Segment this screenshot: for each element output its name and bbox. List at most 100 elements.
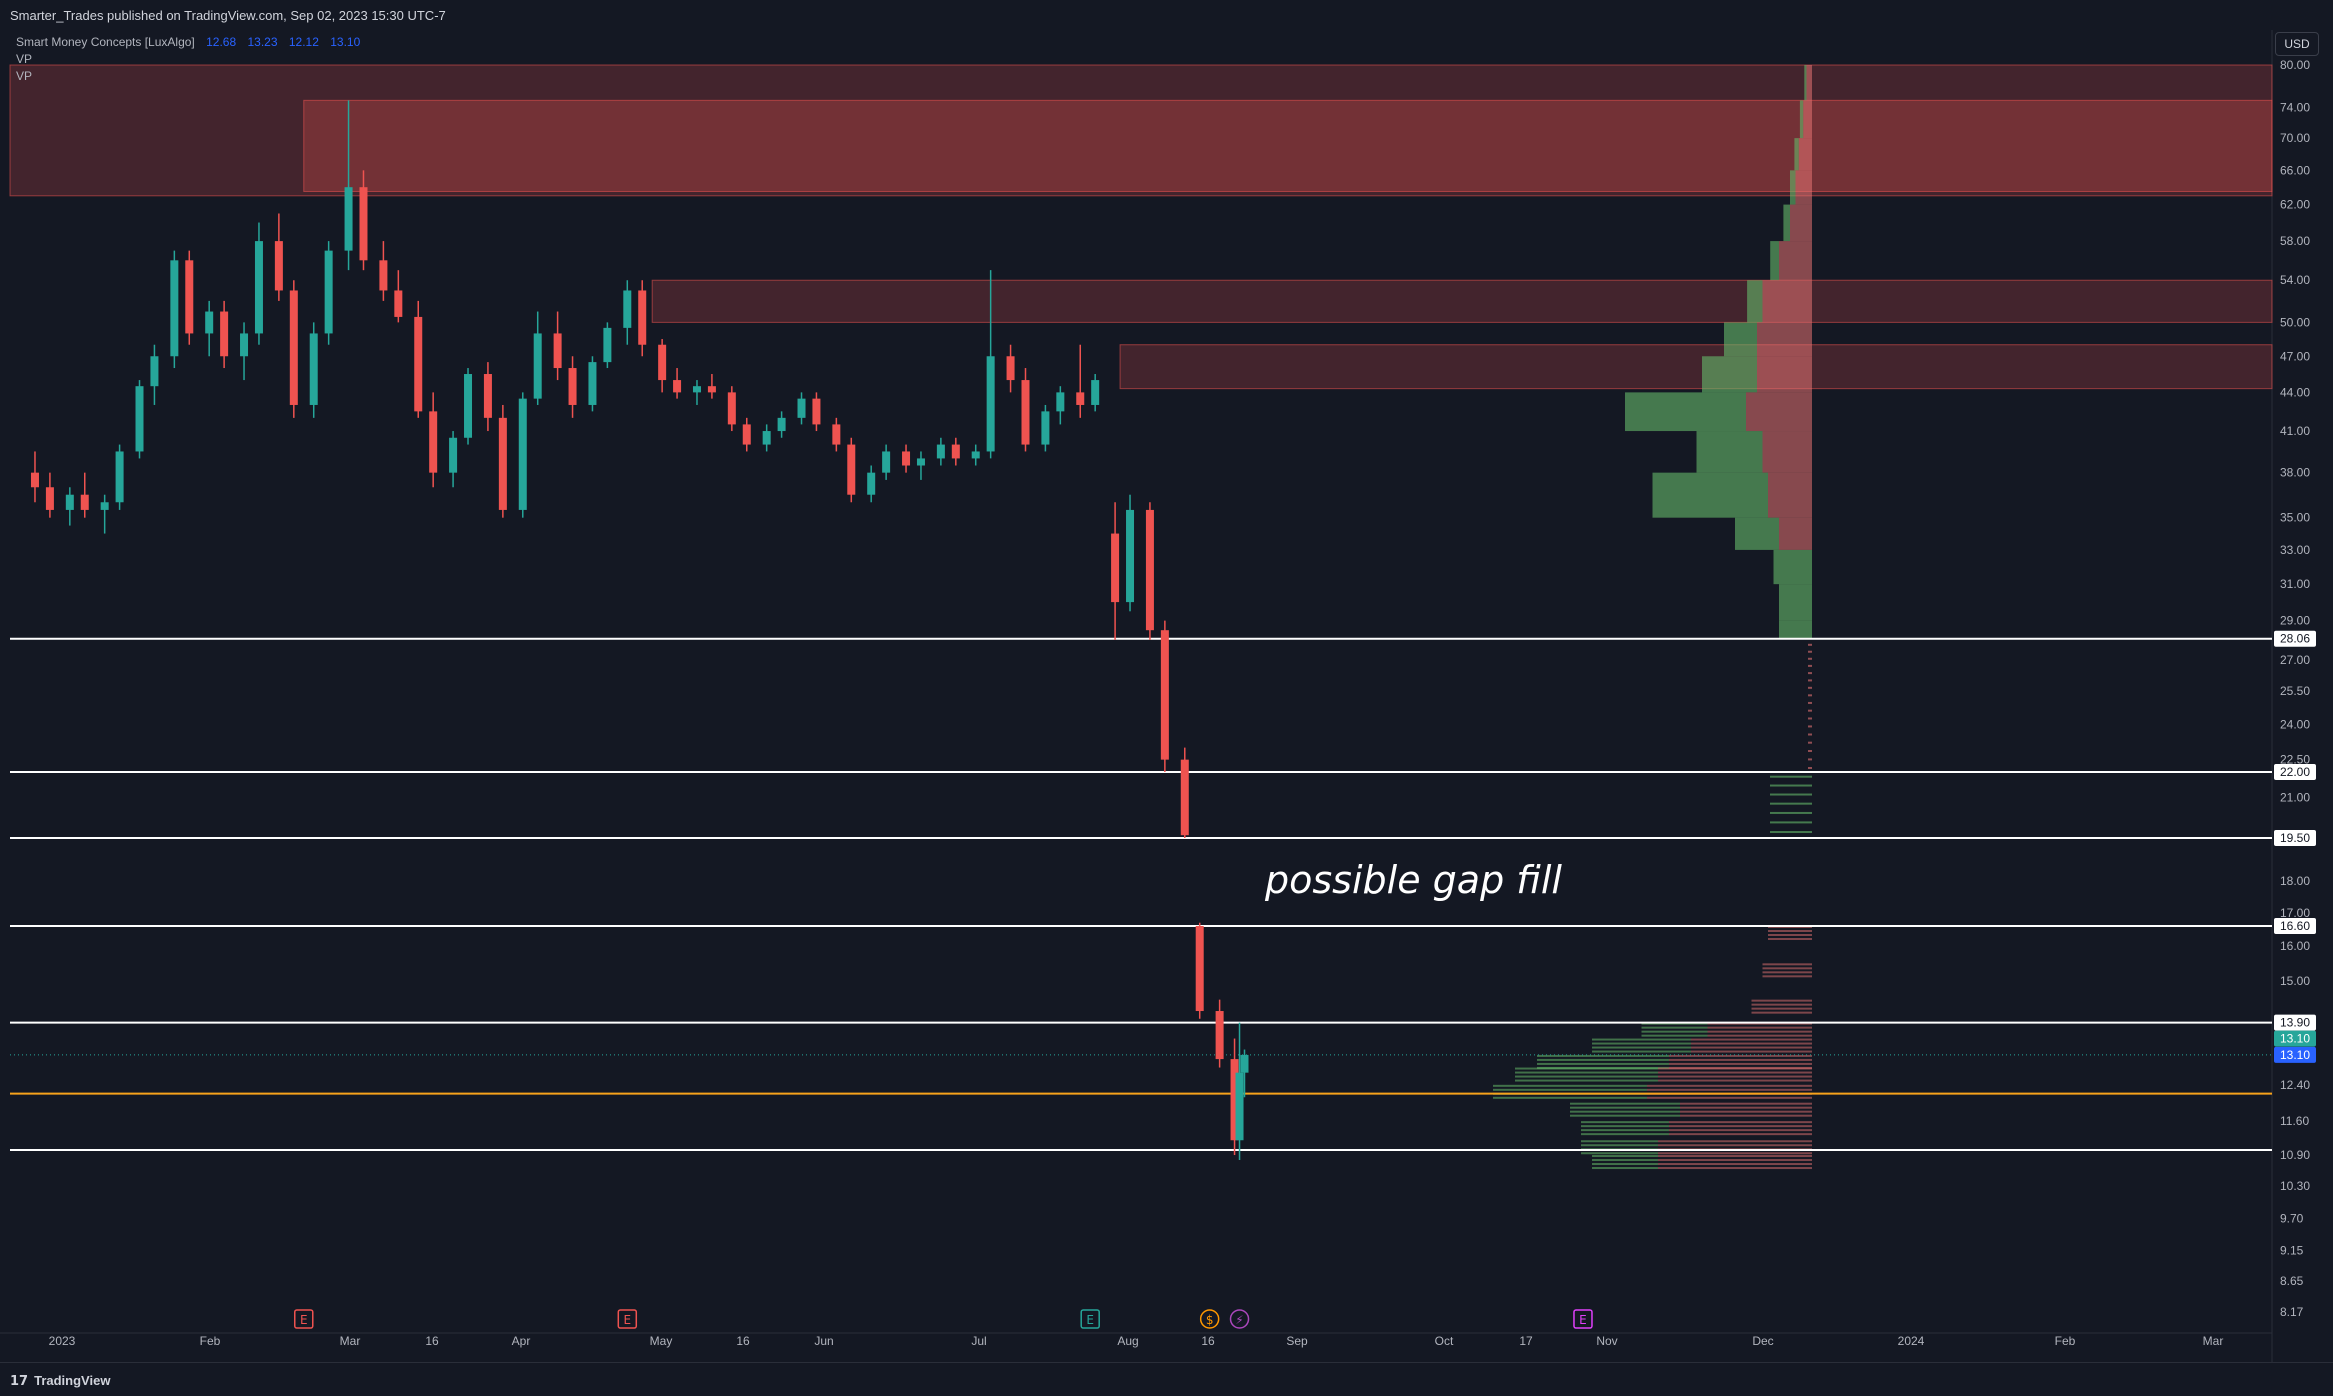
tradingview-logo[interactable]: 17 TradingView xyxy=(10,1373,110,1389)
volume-profile-bar-up xyxy=(1804,65,1807,101)
volume-profile-bar-down xyxy=(1658,1159,1812,1162)
candle-body xyxy=(603,327,612,363)
candle-body xyxy=(220,311,229,357)
vp-legend-2[interactable]: VP xyxy=(16,69,33,83)
candle-body xyxy=(568,368,577,405)
volume-profile-bar-up xyxy=(1581,1152,1658,1155)
candle-body xyxy=(344,187,353,251)
volume-profile-bar-down xyxy=(1762,963,1812,966)
volume-profile-bar-up xyxy=(1799,100,1804,139)
candle-body xyxy=(289,290,298,405)
supply-zone xyxy=(303,99,2273,192)
volume-profile-bar-thin xyxy=(1808,672,1812,675)
volume-profile-bar-down xyxy=(1647,1088,1812,1091)
y-axis-tick-label: 16.00 xyxy=(2280,939,2310,953)
volume-profile-bar-down xyxy=(1798,138,1812,171)
candle-body xyxy=(309,333,318,405)
price-label-text: 16.60 xyxy=(2280,919,2310,933)
volume-profile-bar-thin xyxy=(1770,793,1812,796)
gap-fill-annotation: possible gap fill xyxy=(1264,858,1562,902)
volume-profile-bar-thin xyxy=(1808,741,1812,744)
currency-button[interactable]: USD xyxy=(2275,32,2319,56)
volume-profile-bar-down xyxy=(1757,322,1812,357)
event-marker-circle xyxy=(1199,1309,1220,1329)
candle-body xyxy=(205,311,214,334)
candle-body xyxy=(379,260,388,291)
volume-profile-bar-down xyxy=(1680,1106,1812,1109)
price-label-text: 28.06 xyxy=(2280,632,2310,646)
volume-profile-bar-thin xyxy=(1808,733,1812,736)
volume-profile-bar-up xyxy=(1570,1110,1680,1113)
price-label-text: 22.00 xyxy=(2280,765,2310,779)
volume-profile-bar-down xyxy=(1757,356,1812,393)
y-axis-tick-label: 22.50 xyxy=(2280,753,2310,767)
candle-body xyxy=(414,316,423,412)
volume-profile-bar-down xyxy=(1658,1079,1812,1082)
volume-profile-bar-down xyxy=(1751,999,1812,1002)
y-axis-tick-label: 29.00 xyxy=(2280,614,2310,628)
volume-profile-bar-up xyxy=(1592,1038,1691,1041)
volume-profile-bar-up xyxy=(1537,1058,1669,1061)
candle-body xyxy=(1091,380,1100,405)
volume-profile-bar-down xyxy=(1691,1046,1812,1049)
legend-value-low: 12.12 xyxy=(288,35,319,49)
candle-body xyxy=(797,398,806,418)
y-axis-tick-label: 17.00 xyxy=(2280,906,2310,920)
candle-body xyxy=(847,444,856,495)
volume-profile-bar-thin xyxy=(1808,657,1812,660)
y-axis-tick-label: 8.17 xyxy=(2280,1305,2304,1319)
volume-profile-bar-up xyxy=(1641,1034,1708,1037)
candle-body xyxy=(867,472,876,495)
y-axis-tick-label: 74.00 xyxy=(2280,101,2310,115)
candle-body xyxy=(1006,356,1015,381)
y-axis-tick-label: 50.00 xyxy=(2280,315,2310,329)
volume-profile-bar-down xyxy=(1762,975,1812,978)
x-axis-tick-label: Aug xyxy=(1117,1334,1138,1348)
publisher-text: Smarter_Trades published on TradingView.… xyxy=(10,8,446,23)
candle-body xyxy=(673,380,682,393)
volume-profile-bar-down xyxy=(1658,1140,1812,1143)
candle-body xyxy=(464,374,473,438)
price-chart[interactable]: possible gap fill 80.00 74.00 70.00 66.00 62.… xyxy=(0,0,2333,1362)
volume-profile-bar-up xyxy=(1779,584,1812,621)
volume-profile-bar-up xyxy=(1592,1042,1691,1045)
x-axis-tick-label: Sep xyxy=(1286,1334,1308,1348)
candle-body xyxy=(832,424,841,445)
tradingview-brand: TradingView xyxy=(34,1373,111,1388)
candle-body xyxy=(1215,1011,1224,1060)
x-axis-tick-label: Oct xyxy=(1435,1334,1454,1348)
event-marker-box xyxy=(1573,1309,1593,1329)
x-axis-tick-label: Mar xyxy=(2203,1334,2224,1348)
volume-profile-bar-up xyxy=(1493,1096,1647,1099)
candle-body xyxy=(986,356,995,452)
supply-zone xyxy=(9,64,2273,197)
volume-profile-bar-down xyxy=(1647,1084,1812,1087)
volume-profile-bar-down xyxy=(1762,431,1812,473)
price-label-box xyxy=(2274,1030,2316,1047)
vp-legend-1[interactable]: VP xyxy=(16,52,33,66)
candle-body xyxy=(727,392,736,425)
volume-profile-bar-down xyxy=(1768,938,1812,940)
earnings-event-marker: ⚡ xyxy=(1229,1309,1250,1329)
candle-body xyxy=(1056,392,1065,412)
indicator-legend-row[interactable]: Smart Money Concepts [LuxAlgo] 12.68 13.… xyxy=(16,34,360,51)
event-marker-box xyxy=(294,1309,314,1329)
volume-profile-bar-down xyxy=(1762,971,1812,974)
volume-profile-bar-thin xyxy=(1770,784,1812,787)
volume-profile-bar-down xyxy=(1762,280,1812,323)
candle-body xyxy=(65,494,74,510)
x-axis-tick-label: Feb xyxy=(2055,1334,2076,1348)
legend-value-high: 13.23 xyxy=(247,35,278,49)
event-marker-box xyxy=(617,1309,638,1329)
volume-profile-bar-down xyxy=(1680,1114,1812,1117)
price-label-box xyxy=(2274,830,2316,846)
volume-profile-bar-down xyxy=(1751,1003,1812,1006)
y-axis-tick-label: 8.65 xyxy=(2280,1274,2304,1288)
volume-profile-bar-thin xyxy=(1808,766,1812,769)
volume-profile-bar-up xyxy=(1592,1167,1658,1170)
candle-body xyxy=(1195,926,1204,1012)
volume-profile-bar-up xyxy=(1581,1144,1658,1147)
volume-profile-bar-down xyxy=(1806,65,1812,101)
y-axis-tick-label: 12.40 xyxy=(2280,1078,2310,1092)
candle-body xyxy=(1126,509,1135,603)
